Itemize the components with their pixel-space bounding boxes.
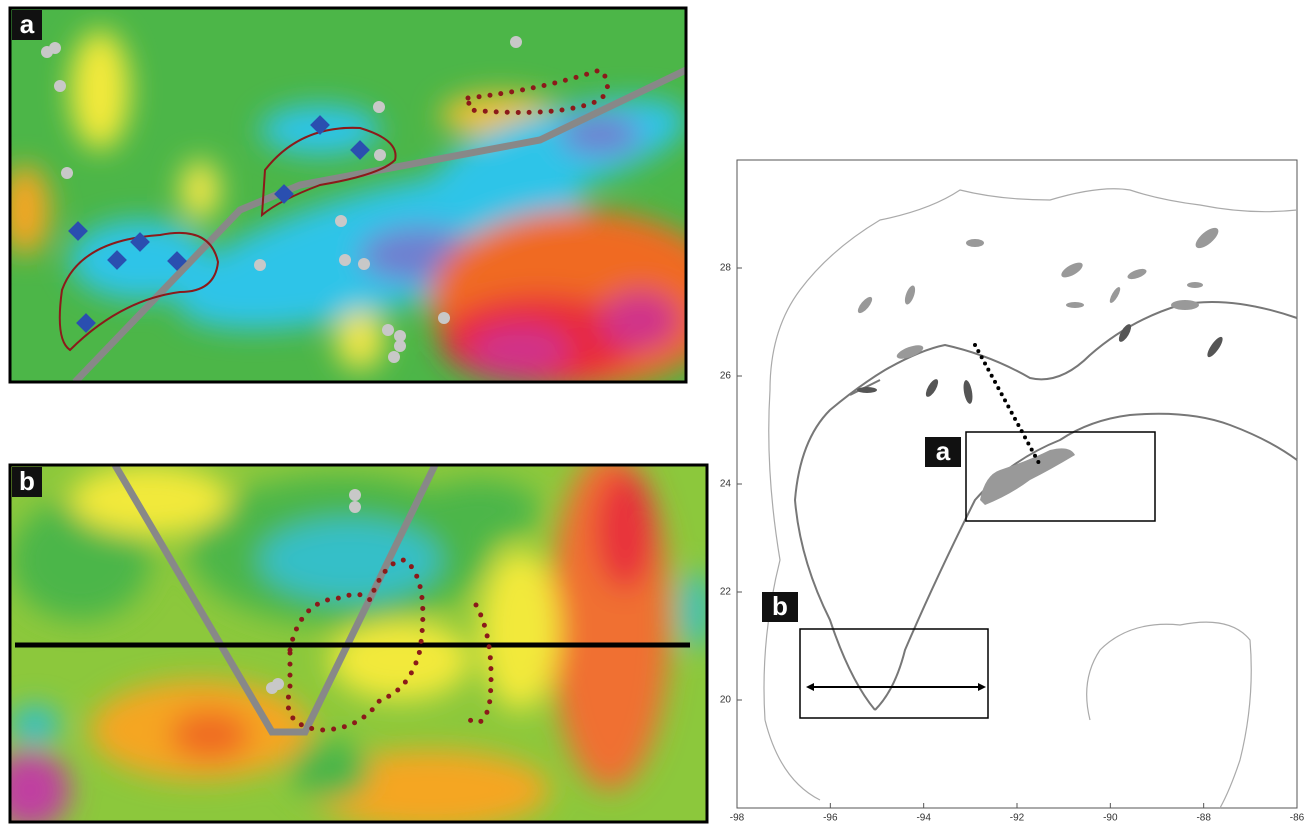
y-tick-label: 28: [720, 263, 732, 274]
x-tick-label: -90: [1103, 813, 1118, 824]
box-label: b: [772, 591, 788, 621]
map: a b -98 -96 -94 -92 -90 -88 -86 20 22 24 26 28: [720, 160, 1305, 824]
figure: a b: [0, 0, 1306, 825]
x-tick-label: -92: [1010, 813, 1025, 824]
panel-a: [0, 8, 730, 390]
x-tick-label: -96: [823, 813, 838, 824]
x-tick-label: -88: [1196, 813, 1211, 824]
y-tick-label: 20: [720, 695, 732, 706]
x-tick-label: -86: [1290, 813, 1305, 824]
panel-label: b: [19, 466, 35, 496]
panel-label: a: [20, 9, 35, 39]
y-tick-label: 22: [720, 587, 732, 598]
panel-b: [0, 450, 710, 825]
y-tick-label: 24: [720, 479, 732, 490]
box-label: a: [936, 436, 951, 466]
x-tick-label: -98: [730, 813, 745, 824]
x-tick-label: -94: [916, 813, 931, 824]
y-tick-label: 26: [720, 371, 732, 382]
